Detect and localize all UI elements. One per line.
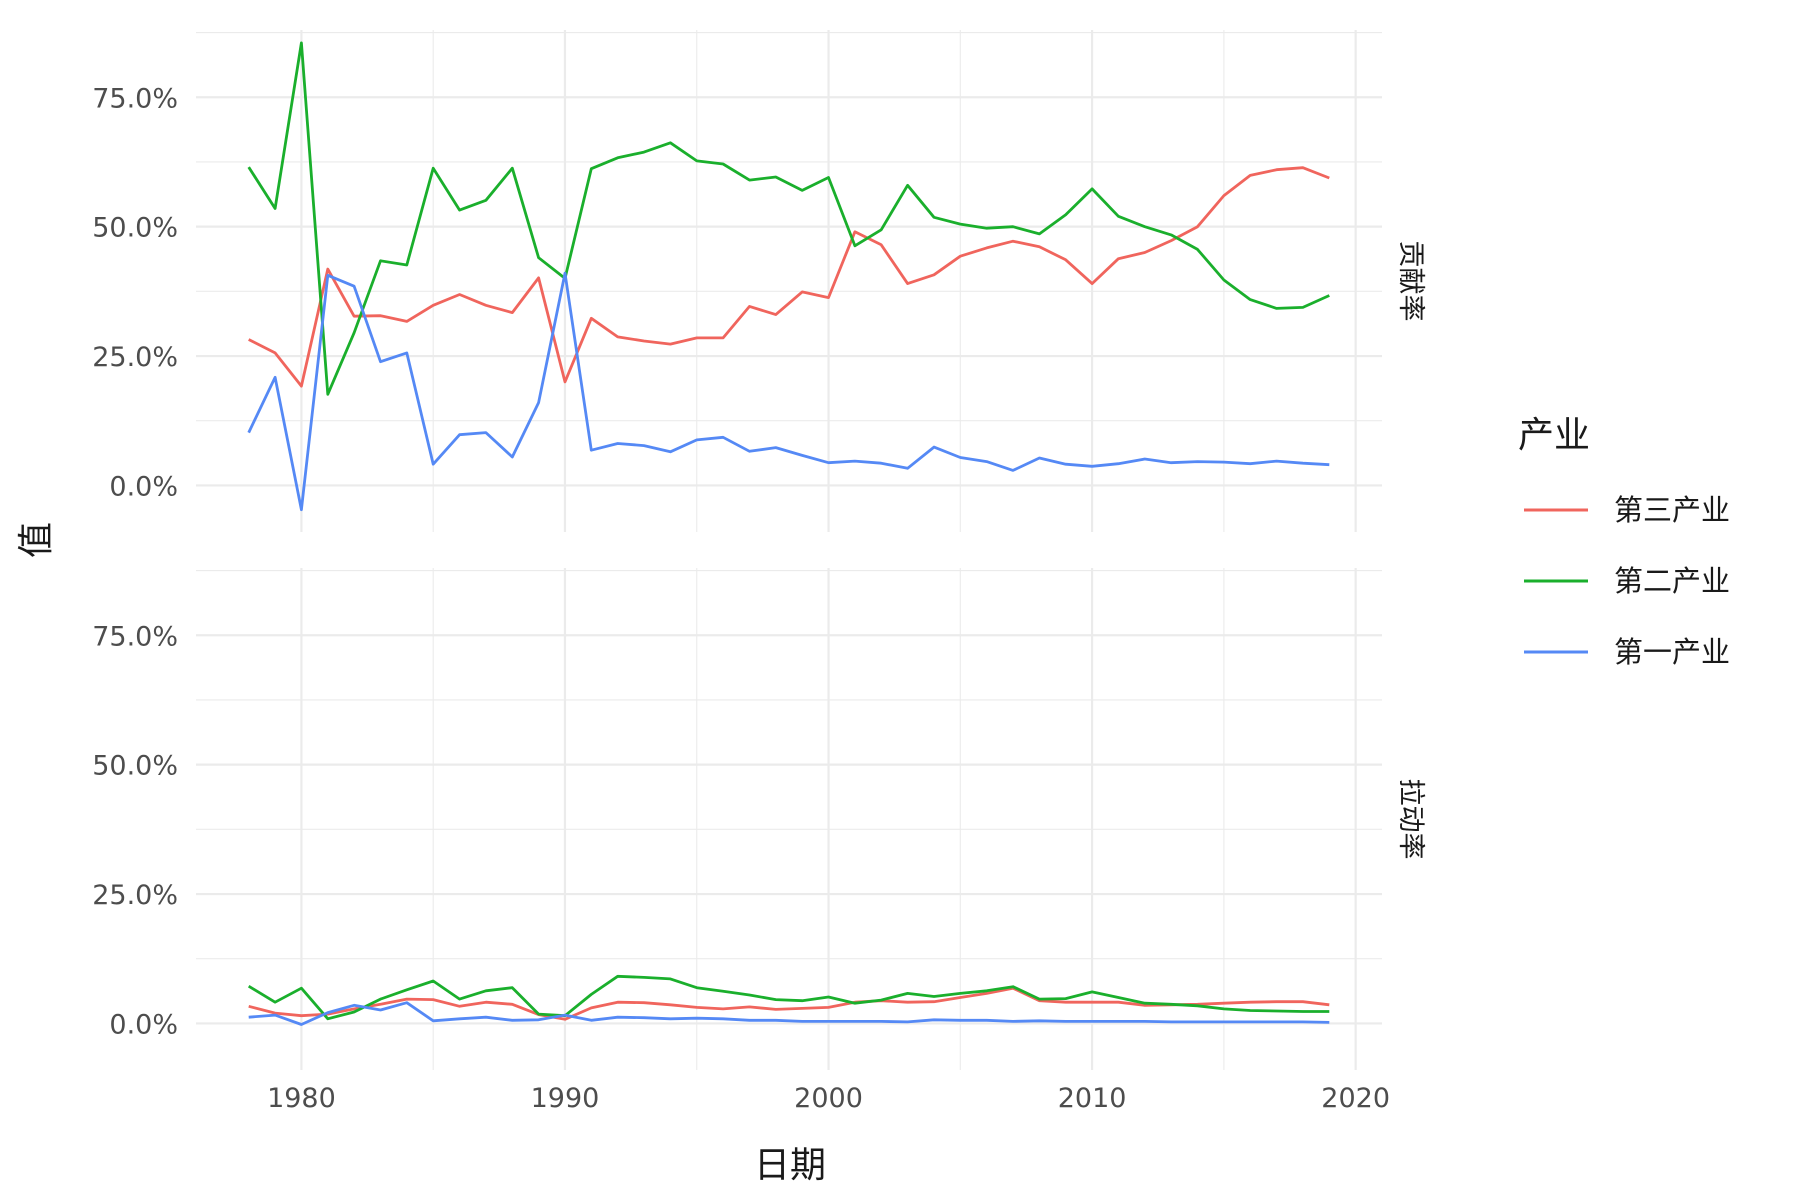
y-tick-label: 50.0% bbox=[92, 213, 178, 244]
strip-label: 拉动率 bbox=[1395, 779, 1426, 860]
x-tick-label: 2000 bbox=[794, 1083, 863, 1114]
y-tick-label: 75.0% bbox=[92, 621, 178, 652]
panel-拉动率: 0.0% 25.0% 50.0% 75.0% 拉动率 bbox=[92, 568, 1426, 1070]
legend-item: 第一产业 bbox=[1524, 635, 1730, 669]
y-tick-label: 50.0% bbox=[92, 751, 178, 782]
x-tick-label: 1980 bbox=[267, 1083, 336, 1114]
legend-label: 第一产业 bbox=[1614, 635, 1730, 669]
y-tick-label: 0.0% bbox=[109, 1009, 178, 1040]
series-line-第二产业 bbox=[247, 974, 1330, 1021]
series-line-第三产业 bbox=[248, 166, 1330, 388]
legend-item: 第三产业 bbox=[1524, 493, 1730, 527]
x-tick-label: 2020 bbox=[1321, 1083, 1390, 1114]
legend-label: 第三产业 bbox=[1614, 493, 1730, 527]
legend-label: 第二产业 bbox=[1614, 564, 1730, 598]
series-line-第三产业 bbox=[248, 986, 1330, 1021]
series-line-第一产业 bbox=[248, 1001, 1330, 1026]
chart-panels: 0.0% 25.0% 50.0% 75.0% 贡献率 0.0% 25.0% 50.0% 75.0… bbox=[92, 30, 1426, 1070]
x-tick-label: 2010 bbox=[1058, 1083, 1127, 1114]
panel-贡献率: 0.0% 25.0% 50.0% 75.0% 贡献率 bbox=[92, 30, 1426, 532]
x-axis: 1980 1990 2000 2010 2020 bbox=[267, 1083, 1390, 1114]
strip-label: 贡献率 bbox=[1395, 241, 1426, 322]
legend-title: 产业 bbox=[1518, 415, 1590, 456]
series-line-第二产业 bbox=[247, 41, 1330, 396]
x-axis-title: 日期 bbox=[754, 1145, 826, 1186]
y-axis-title: 值 bbox=[16, 522, 57, 558]
y-tick-label: 0.0% bbox=[109, 471, 178, 502]
y-tick-label: 25.0% bbox=[92, 880, 178, 911]
x-tick-label: 1990 bbox=[531, 1083, 600, 1114]
y-tick-label: 25.0% bbox=[92, 342, 178, 373]
series-line-第一产业 bbox=[247, 271, 1330, 512]
y-tick-label: 75.0% bbox=[92, 83, 178, 114]
legend-item: 第二产业 bbox=[1524, 564, 1730, 598]
